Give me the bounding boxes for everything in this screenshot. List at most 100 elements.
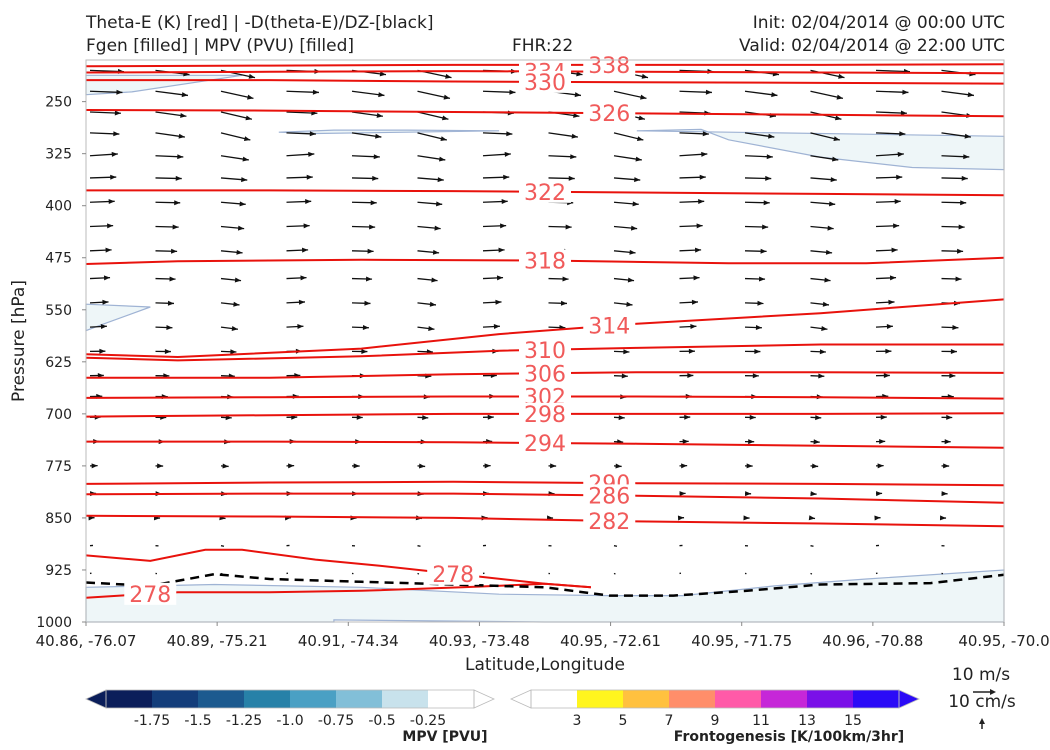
wind-vector: [810, 225, 834, 231]
theta-e-label-306: 306: [524, 362, 566, 387]
wind-vector: [286, 463, 295, 469]
wind-vector: [679, 223, 703, 229]
wind-vector: [220, 301, 240, 307]
wind-vector: [89, 89, 123, 95]
wind-vector: [482, 324, 500, 330]
colorbar-tick-label: 15: [844, 713, 862, 729]
wind-vector: [941, 276, 962, 282]
wind-vector: [220, 349, 237, 355]
wind-vector: [744, 300, 764, 306]
frontogenesis-colorbar: 3 5 7 9 11 13 15: [510, 689, 920, 729]
contour-label-bg: [583, 102, 636, 125]
wind-vector: [417, 201, 443, 207]
colorbar-tick-label: 5: [619, 713, 628, 729]
contour-label-bg: [519, 362, 571, 385]
wind-vector: [810, 439, 820, 445]
wind-vector: [482, 199, 508, 205]
valid-time-label: Valid: 02/04/2014 @ 22:00 UTC: [739, 36, 1005, 56]
wind-vector: [482, 223, 507, 229]
wind-vector: [220, 249, 243, 255]
wind-vector: [941, 248, 964, 254]
wind-vector: [810, 177, 837, 183]
wind-vector: [417, 415, 429, 421]
wind-vector: [613, 301, 633, 307]
fgen-colorbar-label: Frontogenesis [K/100km/3hr]: [674, 729, 904, 745]
wind-vector: [89, 247, 112, 253]
contour-label-bg: [519, 431, 571, 454]
wind-vector: [351, 414, 363, 420]
wind-vector: [89, 275, 111, 281]
wind-vector: [351, 132, 382, 139]
colorbar-swatch: [531, 690, 578, 708]
wind-vector: [482, 131, 513, 137]
wind-vector: [482, 151, 511, 157]
wind-vector: [679, 491, 686, 497]
wind-vector: [939, 515, 947, 521]
wind-vector: [155, 248, 178, 254]
x-tick-label: 40.93, -73.48: [429, 632, 530, 650]
wind-vector: [679, 275, 700, 281]
wind-vector: [941, 200, 967, 206]
chart-title-line1: Theta-E (K) [red] | -D(theta-E)/DZ-[blac…: [86, 13, 434, 33]
wind-vector: [351, 300, 371, 306]
colorbar-tick-label: 9: [711, 713, 720, 729]
theta-e-contour-286: [85, 492, 1005, 504]
wind-vector: [744, 373, 759, 379]
wind-vector: [875, 174, 903, 180]
wind-vector: [286, 299, 306, 305]
y-tick-label: 700: [45, 407, 72, 423]
wind-vector: [286, 247, 309, 253]
colorbar-extend-left: [510, 689, 532, 709]
wind-vector: [417, 301, 437, 307]
wind-vector: [89, 199, 115, 205]
mpv-filled-regions: [85, 74, 1005, 623]
contour-label-bg: [519, 249, 571, 272]
contour-label-bg: [583, 484, 636, 507]
wind-vector: [875, 151, 904, 157]
wind-vector: [482, 463, 491, 469]
colorbar-extend-right: [898, 689, 920, 709]
vertical-scale-arrowhead: [979, 718, 985, 724]
wind-vector: [155, 175, 182, 181]
wind-scale-key: 10 m/s 10 cm/s: [948, 665, 1016, 729]
wind-vector: [875, 223, 900, 229]
theta-e-contour-326: [85, 109, 1005, 118]
wind-vector: [744, 90, 778, 98]
wind-vector: [417, 463, 426, 469]
wind-vector: [286, 89, 319, 95]
wind-vector: [89, 299, 109, 305]
wind-vector: [874, 515, 881, 521]
theta-e-label-278: 278: [432, 563, 474, 588]
wind-vector: [155, 111, 187, 118]
colorbar-tick-label: -0.75: [318, 713, 354, 729]
wind-vector: [613, 373, 628, 379]
wind-vector: [220, 463, 229, 469]
x-tick-label: 40.96, -70.88: [822, 632, 923, 650]
theta-e-label-314: 314: [588, 315, 630, 340]
wind-vector: [875, 131, 906, 137]
wind-vector: [941, 463, 950, 469]
dtheta-dz-contour: [85, 572, 1005, 597]
x-tick-label: 40.95, -71.75: [691, 632, 792, 650]
wind-vector: [941, 414, 953, 420]
wind-vector: [351, 224, 376, 230]
wind-vector: [744, 248, 767, 254]
x-tick-label: 40.91, -74.34: [298, 632, 399, 650]
contour-label-bg: [519, 180, 571, 203]
mpv-colorbar: -1.75 -1.5 -1.25 -1.0 -0.75 -0.5 -0.25: [85, 689, 495, 729]
wind-vector: [286, 324, 304, 330]
contour-labels: 3383343303263223183143103063022982942902…: [124, 53, 636, 608]
wind-vector: [677, 515, 685, 521]
x-tick-label: 40.89, -75.21: [167, 632, 268, 650]
wind-vector: [941, 349, 957, 355]
wind-vector: [155, 224, 179, 230]
wind-vector: [941, 491, 948, 497]
wind-vector: [482, 247, 505, 253]
wind-vector: [613, 463, 622, 469]
wind-vector: [286, 223, 310, 229]
colorbar-tick-label: 13: [798, 713, 816, 729]
wind-vector: [482, 89, 516, 95]
colorbar-swatch: [106, 690, 153, 708]
wind-vector: [941, 132, 971, 139]
wind-vector: [613, 572, 616, 575]
